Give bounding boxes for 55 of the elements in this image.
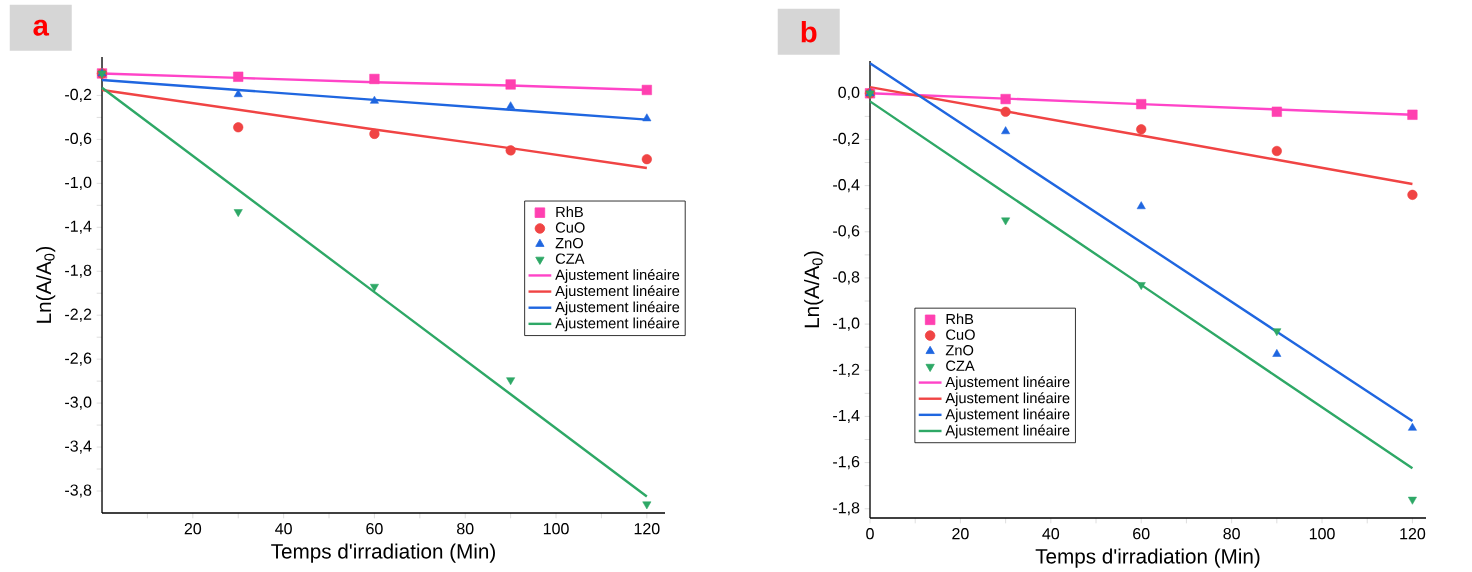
x-tick-label: 120 bbox=[1400, 527, 1426, 540]
y-tick-label: -0,4 bbox=[833, 178, 860, 193]
legend-label: CuO bbox=[555, 222, 585, 233]
x-tick-label: 0 bbox=[866, 527, 874, 540]
legend-label: ZnO bbox=[555, 237, 583, 249]
x-tick-label: 120 bbox=[634, 522, 660, 535]
x-axis-title: Temps d'irradiation (Min) bbox=[1035, 548, 1260, 568]
legend-label: Ajustement linéaire bbox=[555, 285, 680, 299]
y-tick-label: -3,0 bbox=[65, 396, 92, 410]
y-tick-label: -0,8 bbox=[833, 271, 860, 285]
y-tick-label: -1,8 bbox=[65, 264, 92, 278]
legend-label: Ajustement linéaire bbox=[945, 392, 1070, 407]
legend-label: RhB bbox=[946, 313, 974, 325]
y-tick-label: -0,6 bbox=[833, 225, 860, 239]
y-tick-label: -1,0 bbox=[65, 176, 92, 190]
x-tick-label: 20 bbox=[952, 527, 969, 540]
y-tick-label: -2,6 bbox=[65, 352, 92, 366]
legend-label: Ajustement linéaire bbox=[945, 376, 1070, 390]
y-tick-label: -1,4 bbox=[833, 409, 860, 423]
y-tick-label: -0,2 bbox=[65, 88, 92, 102]
legend-label: Ajustement linéaire bbox=[945, 424, 1070, 439]
x-tick-label: 100 bbox=[543, 522, 569, 535]
x-tick-label: 40 bbox=[275, 522, 292, 535]
y-tick-label: -3,4 bbox=[65, 440, 92, 454]
y-axis-title: Ln(A/A$_{0}$) bbox=[803, 251, 824, 328]
legend-label: Ajustement linéaire bbox=[555, 317, 680, 332]
legend-label: ZnO bbox=[945, 344, 974, 356]
legend-label: Ajustement linéaire bbox=[945, 408, 1070, 423]
legend-label: CuO bbox=[946, 329, 975, 340]
x-tick-label: 80 bbox=[1223, 527, 1240, 540]
x-tick-label: 100 bbox=[1309, 527, 1335, 540]
y-tick-label: -1,0 bbox=[833, 317, 860, 331]
legend-label: RhB bbox=[556, 206, 583, 217]
chart-title: b bbox=[801, 20, 817, 43]
y-tick-label: -1,8 bbox=[833, 502, 860, 516]
y-axis-title: Ln(A/A$_{0}$) bbox=[35, 246, 56, 323]
legend-label: Ajustement linéaire bbox=[555, 268, 680, 283]
y-tick-label: -0,6 bbox=[65, 132, 92, 146]
y-tick-label: -1,2 bbox=[833, 363, 860, 377]
y-tick-label: -3,8 bbox=[65, 484, 92, 498]
x-tick-label: 60 bbox=[366, 522, 383, 535]
y-tick-label: -0,2 bbox=[833, 132, 860, 146]
legend-label: Ajustement linéaire bbox=[555, 301, 680, 316]
legend-label: CZA bbox=[555, 253, 585, 264]
chart-title: a bbox=[33, 19, 50, 36]
x-tick-label: 20 bbox=[184, 522, 202, 535]
y-tick-label: 0,0 bbox=[838, 86, 860, 100]
y-tick-label: -2,2 bbox=[65, 308, 92, 322]
y-tick-label: -1,6 bbox=[833, 455, 860, 470]
x-tick-label: 40 bbox=[1042, 527, 1060, 540]
legend-label: CZA bbox=[946, 360, 975, 371]
x-tick-label: 80 bbox=[457, 522, 474, 535]
x-tick-label: 60 bbox=[1133, 527, 1150, 540]
x-axis-title: Temps d'irradiation (Min) bbox=[271, 543, 495, 563]
y-tick-label: -1,4 bbox=[65, 220, 92, 234]
